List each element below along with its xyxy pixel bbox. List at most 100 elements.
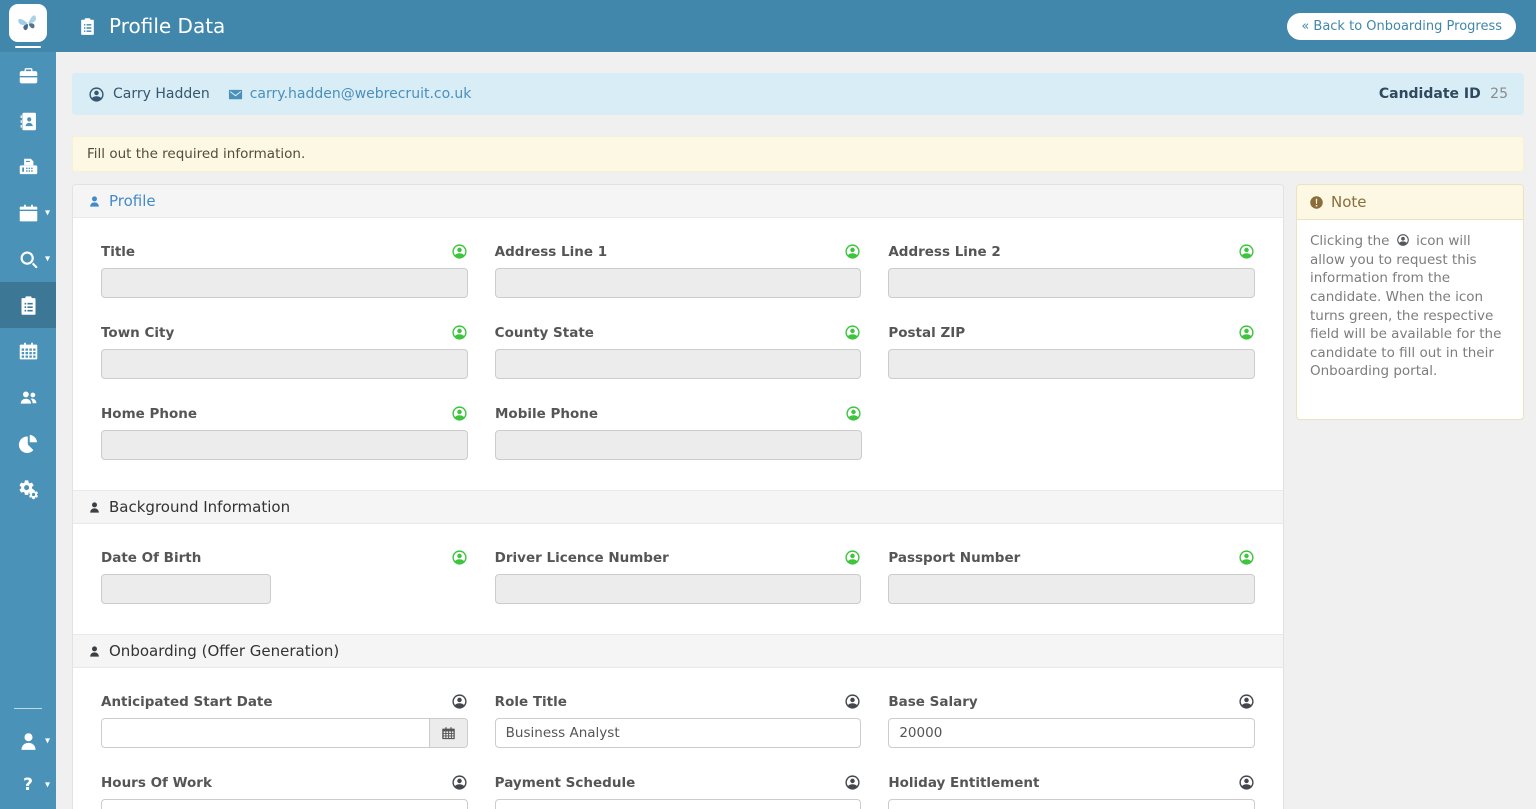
sidebar: ▾ ▾ ▾? ▾	[0, 0, 56, 809]
note-panel: Note Clicking the icon will allow you to…	[1296, 184, 1524, 420]
anticipated-start-date-input[interactable]	[101, 718, 430, 748]
logo-underline	[15, 46, 41, 48]
field-label: Address Line 2	[888, 243, 1001, 260]
candidate-info-bar: Carry Hadden carry.hadden@webrecruit.co.…	[72, 73, 1524, 115]
field-label: Date Of Birth	[101, 549, 202, 566]
request-from-candidate-icon[interactable]	[1238, 693, 1255, 710]
address-book-icon	[18, 111, 39, 132]
role-title-input[interactable]	[494, 718, 862, 748]
request-from-candidate-icon[interactable]	[844, 774, 861, 791]
request-from-candidate-icon[interactable]	[844, 324, 861, 341]
sidebar-item-pie-chart[interactable]	[0, 420, 56, 466]
passport-number-input[interactable]	[888, 574, 1256, 604]
holiday-entitlement-input[interactable]	[888, 799, 1256, 809]
info-alert: Fill out the required information.	[72, 136, 1524, 172]
field-label: Holiday Entitlement	[888, 774, 1040, 791]
sidebar-item-calendar[interactable]: ▾	[0, 190, 56, 236]
request-from-candidate-icon[interactable]	[451, 243, 468, 260]
field-label: Anticipated Start Date	[101, 693, 273, 710]
field-payment-schedule: Payment Schedule	[494, 774, 862, 809]
note-body: Clicking the icon will allow you to requ…	[1310, 233, 1502, 380]
field-anticipated-start-date: Anticipated Start Date	[101, 693, 468, 748]
request-from-candidate-icon[interactable]	[845, 405, 862, 422]
sidebar-item-calendar-grid[interactable]	[0, 328, 56, 374]
app-logo[interactable]	[0, 0, 56, 52]
field-label: Base Salary	[888, 693, 978, 710]
butterfly-logo-icon	[9, 4, 47, 42]
town-city-input[interactable]	[101, 349, 468, 379]
request-from-candidate-icon[interactable]	[844, 549, 861, 566]
section-header-profile: Profile	[73, 185, 1283, 218]
request-from-candidate-icon[interactable]	[1238, 324, 1255, 341]
exclamation-circle-icon	[1310, 195, 1323, 209]
clipboard-icon	[81, 17, 94, 35]
candidate-id: Candidate ID 25	[1378, 86, 1508, 102]
field-title: Title	[101, 243, 468, 298]
request-from-candidate-icon[interactable]	[451, 324, 468, 341]
field-label: Passport Number	[888, 549, 1021, 566]
county-state-input[interactable]	[494, 349, 862, 379]
field-mobile-phone: Mobile Phone	[495, 405, 862, 460]
candidate-id-value: 25	[1490, 86, 1508, 102]
payment-schedule-select[interactable]	[494, 799, 862, 809]
field-label: Title	[101, 243, 136, 260]
search-icon	[18, 249, 39, 270]
field-label: Postal ZIP	[888, 324, 966, 341]
section-header-background-information: Background Information	[73, 490, 1283, 524]
back-to-onboarding-button[interactable]: « Back to Onboarding Progress	[1287, 12, 1516, 40]
request-from-candidate-icon[interactable]	[451, 549, 468, 566]
date-of-birth-input[interactable]	[101, 574, 271, 604]
field-driver-licence-number: Driver Licence Number	[494, 549, 862, 604]
calendar-icon	[18, 203, 39, 224]
calendar-picker-button[interactable]	[429, 718, 468, 748]
request-from-candidate-icon[interactable]	[451, 405, 468, 422]
sidebar-nav: ▾ ▾	[0, 52, 56, 512]
home-phone-input[interactable]	[101, 430, 468, 460]
postal-zip-input[interactable]	[888, 349, 1256, 379]
request-from-candidate-icon[interactable]	[1238, 774, 1255, 791]
field-holiday-entitlement: Holiday Entitlement	[888, 774, 1256, 809]
users-icon	[18, 387, 39, 408]
hours-of-work-input[interactable]	[101, 799, 468, 809]
sidebar-item-question[interactable]: ? ▾	[0, 763, 56, 807]
address-line-2-input[interactable]	[888, 268, 1256, 298]
field-passport-number: Passport Number	[888, 549, 1256, 604]
address-line-1-input[interactable]	[494, 268, 862, 298]
person-icon	[88, 501, 101, 514]
field-label: Hours Of Work	[101, 774, 212, 791]
request-from-candidate-icon[interactable]	[844, 693, 861, 710]
request-from-candidate-icon[interactable]	[844, 243, 861, 260]
field-label: Address Line 1	[494, 243, 608, 260]
field-address-line-1: Address Line 1	[494, 243, 862, 298]
request-from-candidate-icon[interactable]	[1238, 549, 1255, 566]
driver-licence-number-input[interactable]	[494, 574, 862, 604]
field-label: Home Phone	[101, 405, 198, 422]
field-role-title: Role Title	[494, 693, 862, 748]
sidebar-item-users[interactable]	[0, 374, 56, 420]
user-icon	[18, 731, 39, 752]
mobile-phone-input[interactable]	[495, 430, 862, 460]
sidebar-item-clipboard[interactable]	[0, 282, 56, 328]
sidebar-item-cogs[interactable]	[0, 466, 56, 512]
sidebar-item-fax[interactable]	[0, 144, 56, 190]
request-from-candidate-icon[interactable]	[1238, 243, 1255, 260]
candidate-email-link[interactable]: carry.hadden@webrecruit.co.uk	[228, 86, 471, 102]
cogs-icon	[18, 479, 39, 500]
field-county-state: County State	[494, 324, 862, 379]
request-from-candidate-icon[interactable]	[451, 693, 468, 710]
request-from-candidate-icon[interactable]	[451, 774, 468, 791]
top-header: Profile Data « Back to Onboarding Progre…	[56, 0, 1536, 52]
field-town-city: Town City	[101, 324, 468, 379]
sidebar-item-user[interactable]: ▾	[0, 719, 56, 763]
chevron-down-icon: ▾	[44, 735, 50, 747]
candidate-name: Carry Hadden	[88, 86, 210, 103]
field-address-line-2: Address Line 2	[888, 243, 1256, 298]
sidebar-item-search[interactable]: ▾	[0, 236, 56, 282]
title-input[interactable]	[101, 268, 468, 298]
sidebar-item-address-book[interactable]	[0, 98, 56, 144]
base-salary-input[interactable]	[888, 718, 1256, 748]
envelope-icon	[228, 89, 242, 99]
sidebar-item-briefcase[interactable]	[0, 52, 56, 98]
page-title: Profile Data	[78, 14, 225, 38]
